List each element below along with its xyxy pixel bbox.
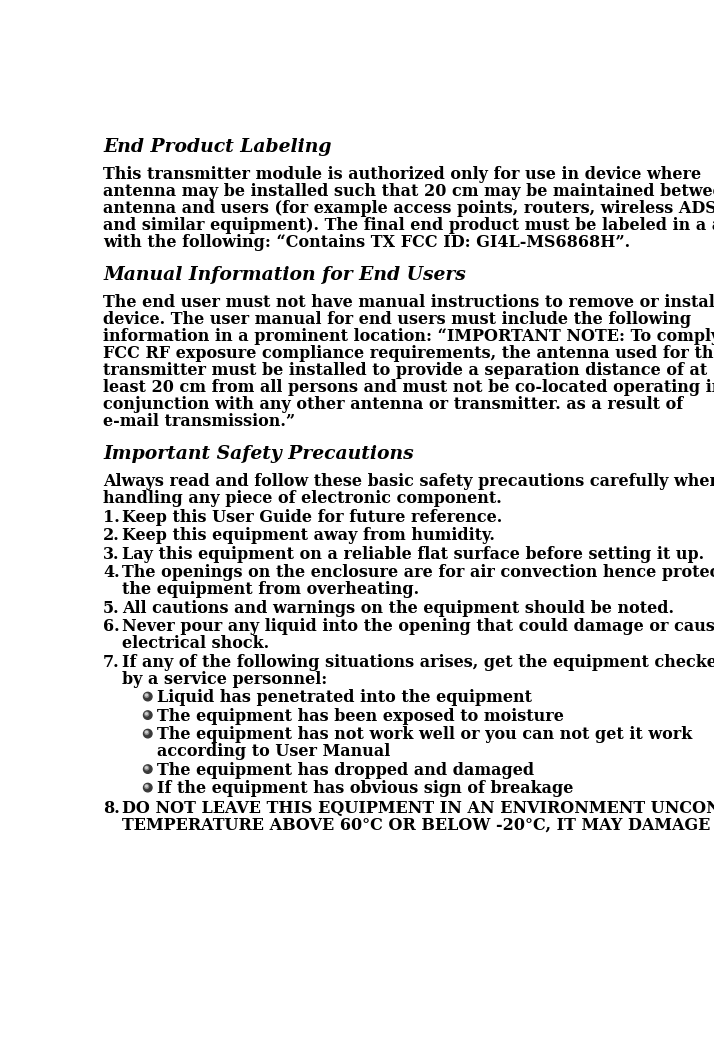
Text: conjunction with any other antenna or transmitter. as a result of: conjunction with any other antenna or tr… [104,395,683,412]
Text: The equipment has dropped and damaged: The equipment has dropped and damaged [158,762,535,779]
Text: Manual Information for End Users: Manual Information for End Users [104,266,466,284]
Text: device. The user manual for end users must include the following: device. The user manual for end users mu… [104,311,691,328]
Circle shape [145,712,149,716]
Text: least 20 cm from all persons and must not be co-located operating in: least 20 cm from all persons and must no… [104,378,714,395]
Text: e-mail transmission.”: e-mail transmission.” [104,412,296,430]
Circle shape [146,694,147,696]
Text: Liquid has penetrated into the equipment: Liquid has penetrated into the equipment [158,689,533,706]
Text: Always read and follow these basic safety precautions carefully when: Always read and follow these basic safet… [104,472,714,489]
Text: FCC RF exposure compliance requirements, the antenna used for this: FCC RF exposure compliance requirements,… [104,345,714,361]
Text: This transmitter module is authorized only for use in device where: This transmitter module is authorized on… [104,166,701,183]
Circle shape [146,712,147,715]
Circle shape [146,785,147,787]
Text: according to User Manual: according to User Manual [158,743,391,760]
Text: End Product Labeling: End Product Labeling [104,138,332,156]
Text: with the following: “Contains TX FCC ID: GI4L-MS6868H”.: with the following: “Contains TX FCC ID:… [104,234,630,251]
Circle shape [145,730,149,735]
Text: antenna and users (for example access points, routers, wireless ADSL: antenna and users (for example access po… [104,200,714,217]
Text: All cautions and warnings on the equipment should be noted.: All cautions and warnings on the equipme… [122,600,674,617]
Text: the equipment from overheating.: the equipment from overheating. [122,581,419,598]
Text: DO NOT LEAVE THIS EQUIPMENT IN AN ENVIRONMENT UNCONDITIONED, STORAGE: DO NOT LEAVE THIS EQUIPMENT IN AN ENVIRO… [122,800,714,817]
Circle shape [145,766,149,769]
Text: Keep this User Guide for future reference.: Keep this User Guide for future referenc… [122,509,502,526]
Text: The openings on the enclosure are for air convection hence protects: The openings on the enclosure are for ai… [122,564,714,581]
Text: information in a prominent location: “IMPORTANT NOTE: To comply with: information in a prominent location: “IM… [104,328,714,345]
Text: If the equipment has obvious sign of breakage: If the equipment has obvious sign of bre… [158,780,574,797]
Text: electrical shock.: electrical shock. [122,635,269,652]
Circle shape [144,692,152,701]
Text: 6.: 6. [104,618,120,635]
Text: transmitter must be installed to provide a separation distance of at: transmitter must be installed to provide… [104,361,708,378]
Text: TEMPERATURE ABOVE 60°C OR BELOW -20°C, IT MAY DAMAGE THE EQUIPMENT.: TEMPERATURE ABOVE 60°C OR BELOW -20°C, I… [122,817,714,834]
Text: Important Safety Precautions: Important Safety Precautions [104,445,414,463]
Text: 3.: 3. [104,546,120,563]
Text: Never pour any liquid into the opening that could damage or cause: Never pour any liquid into the opening t… [122,618,714,635]
Circle shape [145,693,149,698]
Circle shape [144,711,152,720]
Text: handling any piece of electronic component.: handling any piece of electronic compone… [104,489,502,506]
Circle shape [144,765,152,774]
Text: Keep this equipment away from humidity.: Keep this equipment away from humidity. [122,527,495,544]
Text: and similar equipment). The final end product must be labeled in a area: and similar equipment). The final end pr… [104,217,714,234]
Text: 2.: 2. [104,527,120,544]
Circle shape [145,784,149,789]
Text: 8.: 8. [104,800,120,817]
Text: The equipment has been exposed to moisture: The equipment has been exposed to moistu… [158,708,564,725]
Circle shape [146,766,147,768]
Text: by a service personnel:: by a service personnel: [122,671,327,688]
Circle shape [144,729,152,738]
Text: If any of the following situations arises, get the equipment checked: If any of the following situations arise… [122,654,714,671]
Text: The end user must not have manual instructions to remove or install: The end user must not have manual instru… [104,294,714,311]
Text: antenna may be installed such that 20 cm may be maintained between: antenna may be installed such that 20 cm… [104,183,714,200]
Text: 4.: 4. [104,564,120,581]
Text: 5.: 5. [104,600,120,617]
Circle shape [144,783,152,792]
Text: 7.: 7. [104,654,120,671]
Circle shape [146,731,147,733]
Text: The equipment has not work well or you can not get it work: The equipment has not work well or you c… [158,726,693,743]
Text: 1.: 1. [104,509,120,526]
Text: Lay this equipment on a reliable flat surface before setting it up.: Lay this equipment on a reliable flat su… [122,546,704,563]
